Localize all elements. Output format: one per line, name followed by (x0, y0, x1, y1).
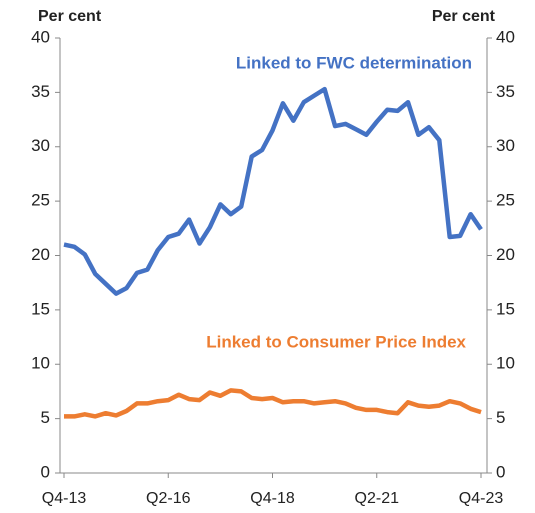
y-tick-label: 5 (41, 408, 50, 427)
series-line (64, 388, 482, 419)
x-tick-label: Q4-13 (42, 490, 87, 507)
y2-axis-label: Per cent (432, 8, 496, 25)
series-line (63, 86, 483, 296)
y-tick-label: 20 (31, 245, 50, 264)
y2-tick-label: 15 (496, 299, 515, 318)
y-tick-label: 40 (31, 27, 50, 46)
y2-tick-label: 5 (496, 408, 505, 427)
y2-tick-label: 0 (496, 462, 505, 481)
y2-tick-label: 20 (496, 245, 515, 264)
y2-tick-label: 10 (496, 354, 515, 373)
y2-tick-label: 35 (496, 82, 515, 101)
x-tick-label: Q4-23 (459, 490, 504, 507)
y-axis-label: Per cent (38, 8, 102, 25)
series-label: Linked to FWC determination (236, 53, 472, 72)
y-tick-label: 25 (31, 191, 50, 210)
y2-tick-label: 30 (496, 136, 515, 155)
x-tick-label: Q4-18 (250, 490, 295, 507)
y2-tick-label: 25 (496, 191, 515, 210)
y-tick-label: 0 (41, 462, 50, 481)
x-tick-label: Q2-21 (355, 490, 400, 507)
series-label: Linked to Consumer Price Index (206, 332, 466, 351)
x-tick-label: Q2-16 (146, 490, 191, 507)
y2-tick-label: 40 (496, 27, 515, 46)
y-tick-label: 15 (31, 299, 50, 318)
y-tick-label: 35 (31, 82, 50, 101)
y-tick-label: 10 (31, 354, 50, 373)
y-tick-label: 30 (31, 136, 50, 155)
